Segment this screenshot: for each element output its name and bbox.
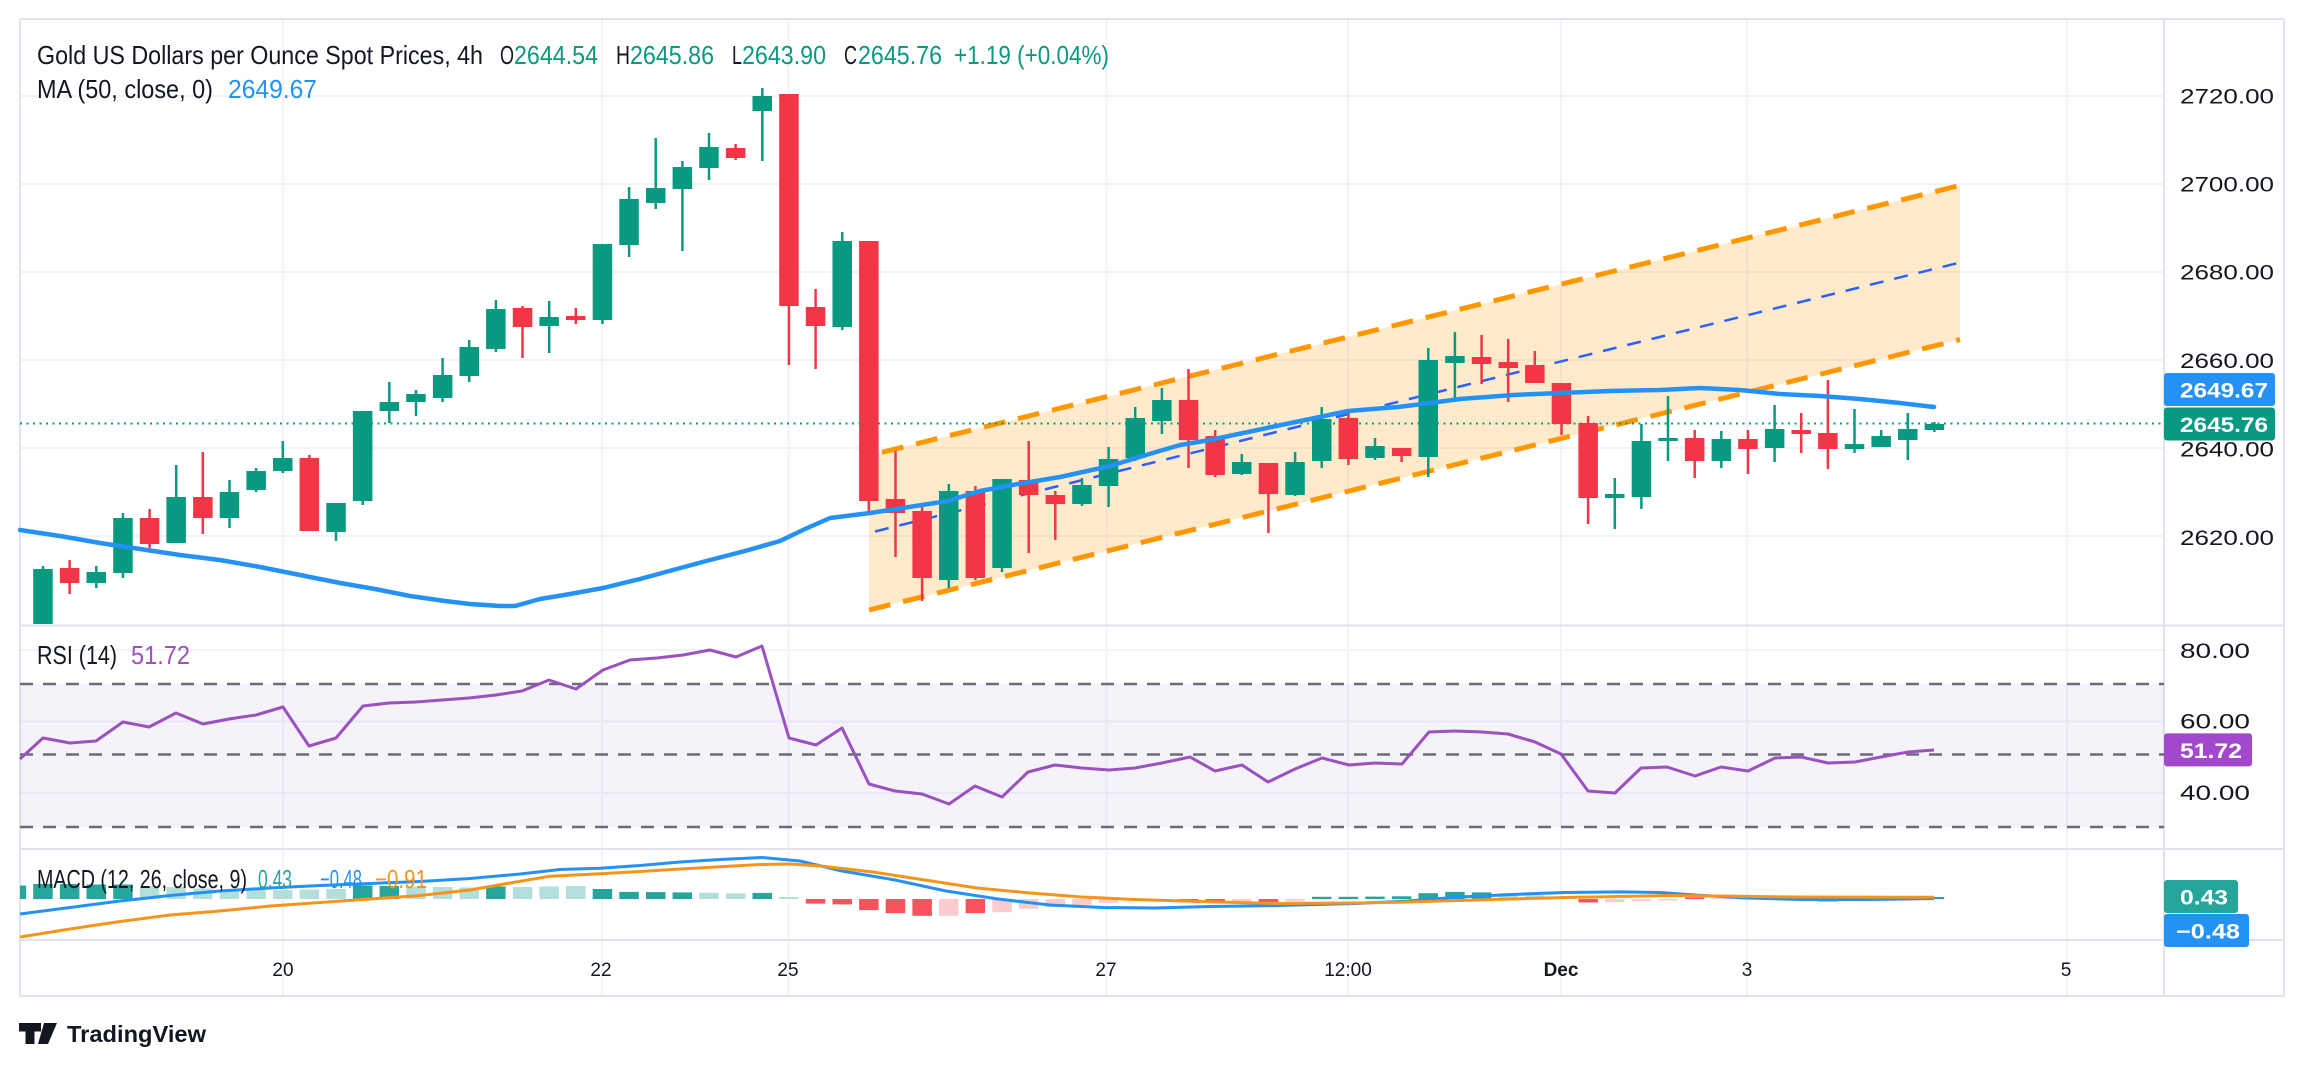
- svg-text:−0.48: −0.48: [2176, 921, 2240, 944]
- svg-text:2645.76: 2645.76: [2180, 414, 2268, 437]
- svg-text:MACD (12, 26, close, 9): MACD (12, 26, close, 9): [37, 864, 247, 894]
- svg-text:2643.90: 2643.90: [742, 40, 826, 70]
- svg-text:C: C: [844, 40, 857, 70]
- svg-text:2644.54: 2644.54: [514, 40, 598, 70]
- svg-text:2660.00: 2660.00: [2180, 350, 2274, 373]
- svg-text:51.72: 51.72: [131, 640, 190, 670]
- svg-text:0.43: 0.43: [258, 864, 292, 894]
- svg-text:Dec: Dec: [1544, 960, 1579, 981]
- svg-text:80.00: 80.00: [2180, 640, 2250, 663]
- svg-text:2700.00: 2700.00: [2180, 174, 2274, 197]
- svg-text:Gold US Dollars per Ounce Spot: Gold US Dollars per Ounce Spot Prices, 4…: [37, 40, 483, 70]
- svg-text:L: L: [732, 40, 742, 70]
- svg-text:25: 25: [777, 960, 798, 981]
- svg-text:60.00: 60.00: [2180, 711, 2250, 734]
- svg-text:−0.48: −0.48: [320, 864, 362, 894]
- svg-text:TradingView: TradingView: [67, 1021, 206, 1047]
- svg-text:+1.19 (+0.04%): +1.19 (+0.04%): [954, 40, 1109, 70]
- svg-text:2640.00: 2640.00: [2180, 439, 2274, 462]
- svg-text:2649.67: 2649.67: [228, 74, 317, 104]
- svg-text:40.00: 40.00: [2180, 782, 2250, 805]
- svg-text:O: O: [500, 40, 514, 70]
- svg-text:2645.76: 2645.76: [858, 40, 942, 70]
- svg-text:−0.91: −0.91: [375, 864, 427, 894]
- svg-text:5: 5: [2061, 960, 2072, 981]
- svg-text:2645.86: 2645.86: [630, 40, 714, 70]
- svg-text:2620.00: 2620.00: [2180, 527, 2274, 550]
- svg-text:27: 27: [1095, 960, 1116, 981]
- svg-text:3: 3: [1742, 960, 1753, 981]
- svg-text:2720.00: 2720.00: [2180, 86, 2274, 109]
- svg-text:RSI (14): RSI (14): [37, 640, 117, 670]
- svg-text:12:00: 12:00: [1324, 960, 1372, 981]
- svg-text:2680.00: 2680.00: [2180, 262, 2274, 285]
- svg-text:20: 20: [272, 960, 293, 981]
- svg-text:51.72: 51.72: [2180, 740, 2242, 763]
- svg-text:H: H: [616, 40, 630, 70]
- svg-text:2649.67: 2649.67: [2180, 380, 2268, 403]
- svg-text:0.43: 0.43: [2180, 887, 2228, 910]
- svg-text:22: 22: [590, 960, 611, 981]
- svg-text:MA (50, close, 0): MA (50, close, 0): [37, 74, 213, 104]
